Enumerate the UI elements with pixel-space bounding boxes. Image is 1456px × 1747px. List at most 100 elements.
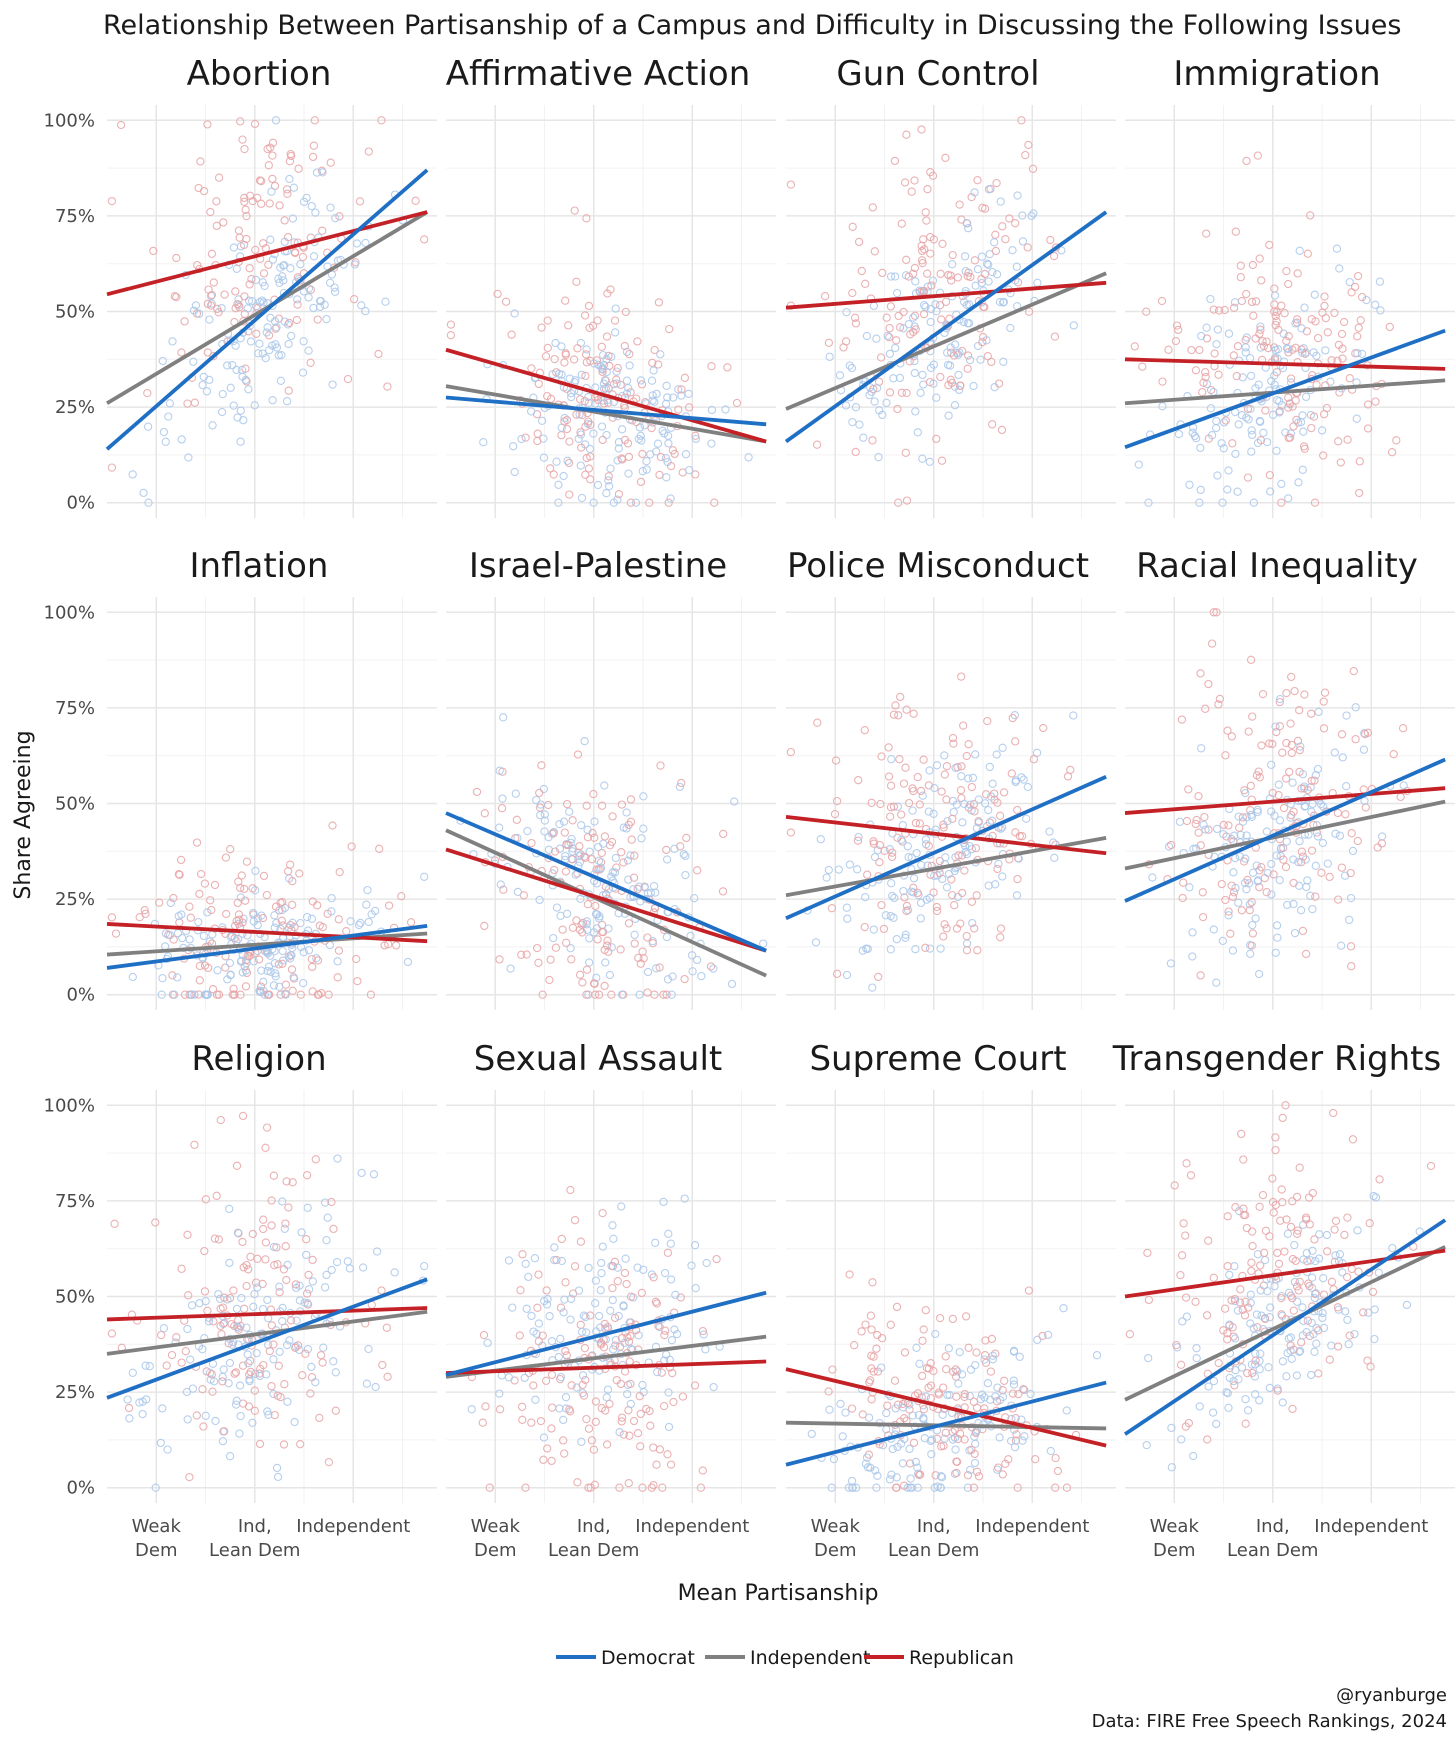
- scatter-point: [604, 947, 613, 956]
- scatter-point: [1174, 325, 1183, 335]
- scatter-point: [1368, 1287, 1378, 1297]
- scatter-point: [107, 196, 117, 206]
- fit-line-republican: [1124, 357, 1446, 371]
- scatter-point: [642, 465, 651, 474]
- scatter-point: [759, 939, 768, 948]
- scatter-point: [257, 296, 267, 305]
- scatter-point: [954, 1379, 963, 1388]
- scatter-point: [255, 1439, 265, 1449]
- scatter-point: [626, 1379, 635, 1389]
- scatter-point: [973, 341, 983, 351]
- scatter-point: [1311, 861, 1320, 870]
- scatter-point: [867, 1395, 876, 1404]
- scatter-point: [886, 781, 896, 790]
- scatter-point: [675, 782, 685, 792]
- scatter-point: [1248, 920, 1257, 930]
- scatter-point: [238, 135, 247, 144]
- scatter-point: [169, 893, 178, 903]
- scatter-point: [1286, 374, 1296, 383]
- scatter-point: [1288, 1197, 1297, 1206]
- scatter-point: [659, 1197, 668, 1207]
- scatter-point: [1281, 774, 1291, 783]
- scatter-point: [863, 870, 872, 879]
- scatter-point: [910, 263, 920, 273]
- scatter-point: [1231, 853, 1240, 863]
- scatter-point: [302, 1171, 312, 1180]
- scatter-point: [1241, 348, 1250, 357]
- scatter-point: [902, 901, 912, 911]
- scatter-point: [307, 201, 316, 211]
- scatter-point: [1283, 900, 1292, 910]
- scatter-point: [495, 1405, 505, 1414]
- scatter-point: [161, 437, 170, 446]
- scatter-point: [318, 923, 327, 932]
- scatter-point: [333, 957, 342, 966]
- scatter-point: [1282, 837, 1291, 846]
- y-tick-label: 100%: [44, 1095, 95, 1116]
- scatter-point: [883, 331, 892, 341]
- scatter-point: [1291, 319, 1300, 328]
- scatter-point: [937, 787, 946, 796]
- scatter-point: [617, 1334, 627, 1343]
- scatter-point: [1306, 891, 1315, 900]
- scatter-point: [561, 851, 570, 861]
- scatter-point: [925, 893, 934, 903]
- scatter-point: [642, 1404, 651, 1414]
- scatter-point: [1286, 1333, 1295, 1342]
- scatter-point: [177, 348, 186, 357]
- scatter-point: [1236, 1285, 1245, 1294]
- scatter-point: [875, 858, 884, 867]
- scatter-point: [1327, 1341, 1336, 1350]
- scatter-point: [242, 211, 251, 221]
- scatter-point: [1337, 730, 1347, 739]
- scatter-point: [1242, 413, 1251, 422]
- scatter-point: [214, 308, 223, 317]
- scatter-point: [296, 918, 305, 928]
- scatter-point: [604, 351, 613, 361]
- x-tick-label: Lean Dem: [888, 1540, 979, 1561]
- scatter-point: [590, 833, 599, 842]
- scatter-point: [375, 844, 384, 853]
- scatter-point: [1275, 875, 1284, 885]
- scatter-point: [240, 884, 249, 894]
- scatter-point: [845, 860, 855, 869]
- scatter-point: [1244, 415, 1253, 424]
- scatter-point: [1241, 1395, 1250, 1404]
- scatter-point: [965, 1391, 974, 1401]
- scatter-point: [560, 358, 569, 367]
- scatter-point: [225, 1258, 234, 1268]
- scatter-point: [225, 1358, 235, 1368]
- scatter-point: [1270, 291, 1280, 300]
- scatter-point: [1350, 1329, 1359, 1339]
- scatter-point: [617, 848, 626, 857]
- scatter-point: [313, 956, 323, 965]
- scatter-point: [234, 1325, 243, 1334]
- scatter-point: [1011, 1413, 1020, 1423]
- scatter-point: [576, 338, 586, 348]
- scatter-point: [929, 809, 938, 818]
- scatter-point: [980, 1351, 990, 1360]
- scatter-point: [894, 498, 903, 507]
- scatter-point: [1167, 1463, 1176, 1472]
- scatter-point: [1271, 1133, 1280, 1142]
- scatter-point: [638, 1483, 647, 1492]
- scatter-point: [250, 401, 259, 410]
- scatter-point: [1144, 1353, 1153, 1363]
- scatter-point: [205, 315, 214, 324]
- x-tick-label: Independent: [296, 1516, 410, 1537]
- scatter-point: [1271, 722, 1280, 731]
- scatter-point: [920, 1434, 929, 1443]
- scatter-point: [264, 990, 274, 999]
- scatter-point: [275, 278, 284, 287]
- scatter-point: [1284, 1288, 1294, 1297]
- scatter-point: [951, 763, 960, 773]
- scatter-point: [236, 883, 245, 893]
- scatter-point: [335, 867, 344, 877]
- scatter-point: [904, 272, 913, 281]
- scatter-point: [828, 1365, 837, 1374]
- scatter-point: [1309, 348, 1318, 357]
- scatter-point: [403, 957, 413, 967]
- scatter-point: [545, 975, 554, 985]
- scatter-point: [1238, 1305, 1247, 1314]
